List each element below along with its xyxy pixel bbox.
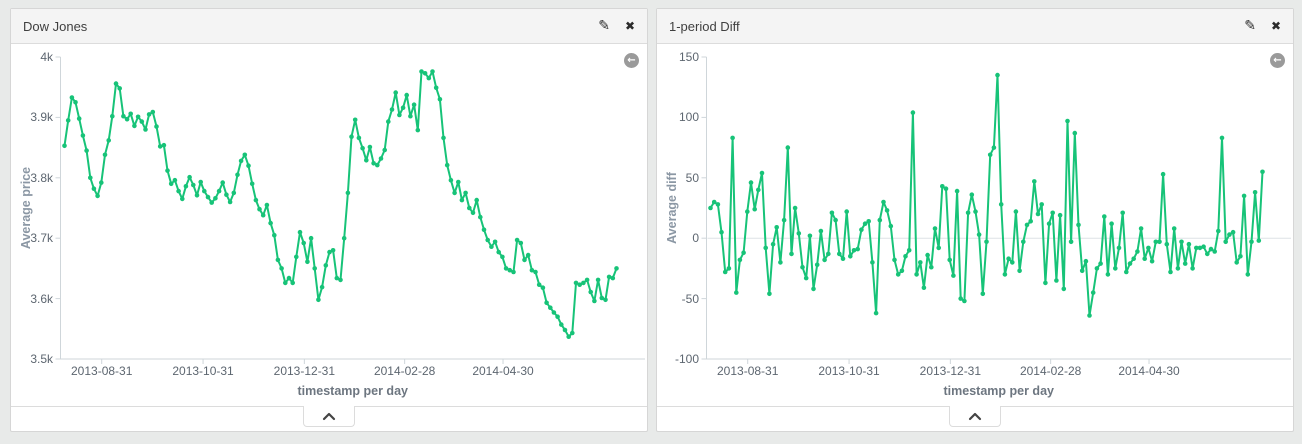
edit-panel-button[interactable]: ✎ [598, 19, 610, 33]
y-tick-label: 0 [692, 231, 699, 246]
x-tick-label: 2013-08-31 [717, 364, 779, 378]
zoom-out-button[interactable]: ← [624, 53, 639, 68]
x-tick-label: 2013-12-31 [919, 364, 982, 378]
x-tick-label: 2014-04-30 [1118, 364, 1180, 378]
x-tick-label: 2013-12-31 [273, 364, 336, 378]
panel-header-actions: ✎ ✖ [1244, 19, 1281, 33]
y-tick-label: 100 [678, 110, 699, 125]
y-tick-label: 3.5k [30, 352, 53, 366]
x-tick-label: 2013-08-31 [71, 364, 133, 378]
panel-title: 1-period Diff [669, 18, 740, 34]
chart-area-1-period-diff: Average diff 150 100 50 0 -50 -100 2013-… [657, 44, 1293, 407]
close-panel-button[interactable]: ✖ [625, 20, 635, 32]
panel-header: 1-period Diff ✎ ✖ [657, 9, 1293, 44]
y-tick-label: -100 [674, 352, 699, 366]
line-chart-dow-jones[interactable] [11, 44, 647, 407]
y-tick-label: 3.8k [30, 170, 53, 185]
y-tick-label: 150 [678, 50, 699, 64]
back-arrow-icon: ← [1273, 55, 1282, 66]
pencil-icon: ✎ [598, 18, 610, 34]
chevron-up-icon [322, 412, 336, 420]
back-arrow-icon: ← [627, 55, 636, 66]
x-tick-label: 2014-02-28 [1019, 364, 1082, 378]
y-tick-label: 3.9k [30, 110, 53, 125]
line-chart-1-period-diff[interactable] [657, 44, 1293, 407]
panel-dow-jones: Dow Jones ✎ ✖ Average price 4k 3.9k 3.8k… [10, 8, 648, 432]
zoom-out-button[interactable]: ← [1270, 53, 1285, 68]
x-tick-label: 2014-04-30 [472, 364, 534, 378]
y-tick-label: 3.7k [30, 231, 53, 246]
edit-panel-button[interactable]: ✎ [1244, 19, 1256, 33]
y-tick-label: 4k [40, 50, 53, 64]
y-tick-label: 50 [685, 170, 699, 185]
close-icon: ✖ [624, 19, 635, 33]
x-tick-label: 2014-02-28 [373, 364, 436, 378]
x-axis-title: timestamp per day [297, 384, 408, 398]
y-tick-label: -50 [681, 291, 699, 306]
panel-1-period-diff: 1-period Diff ✎ ✖ Average diff 150 100 5… [656, 8, 1294, 432]
close-panel-button[interactable]: ✖ [1271, 20, 1281, 32]
close-icon: ✖ [1270, 19, 1281, 33]
panel-title: Dow Jones [23, 18, 88, 34]
panel-header-actions: ✎ ✖ [598, 19, 635, 33]
pencil-icon: ✎ [1244, 18, 1256, 34]
collapse-row-button[interactable] [949, 406, 1001, 427]
y-tick-label: 3.6k [30, 291, 53, 306]
collapse-row-button[interactable] [303, 406, 355, 427]
panel-footer [657, 406, 1293, 431]
x-axis-title: timestamp per day [943, 384, 1054, 398]
chevron-up-icon [968, 412, 982, 420]
x-tick-label: 2013-10-31 [818, 364, 880, 378]
panel-footer [11, 406, 647, 431]
x-tick-label: 2013-10-31 [172, 364, 234, 378]
chart-area-dow-jones: Average price 4k 3.9k 3.8k 3.7k 3.6k 3.5… [11, 44, 647, 407]
panel-header: Dow Jones ✎ ✖ [11, 9, 647, 44]
